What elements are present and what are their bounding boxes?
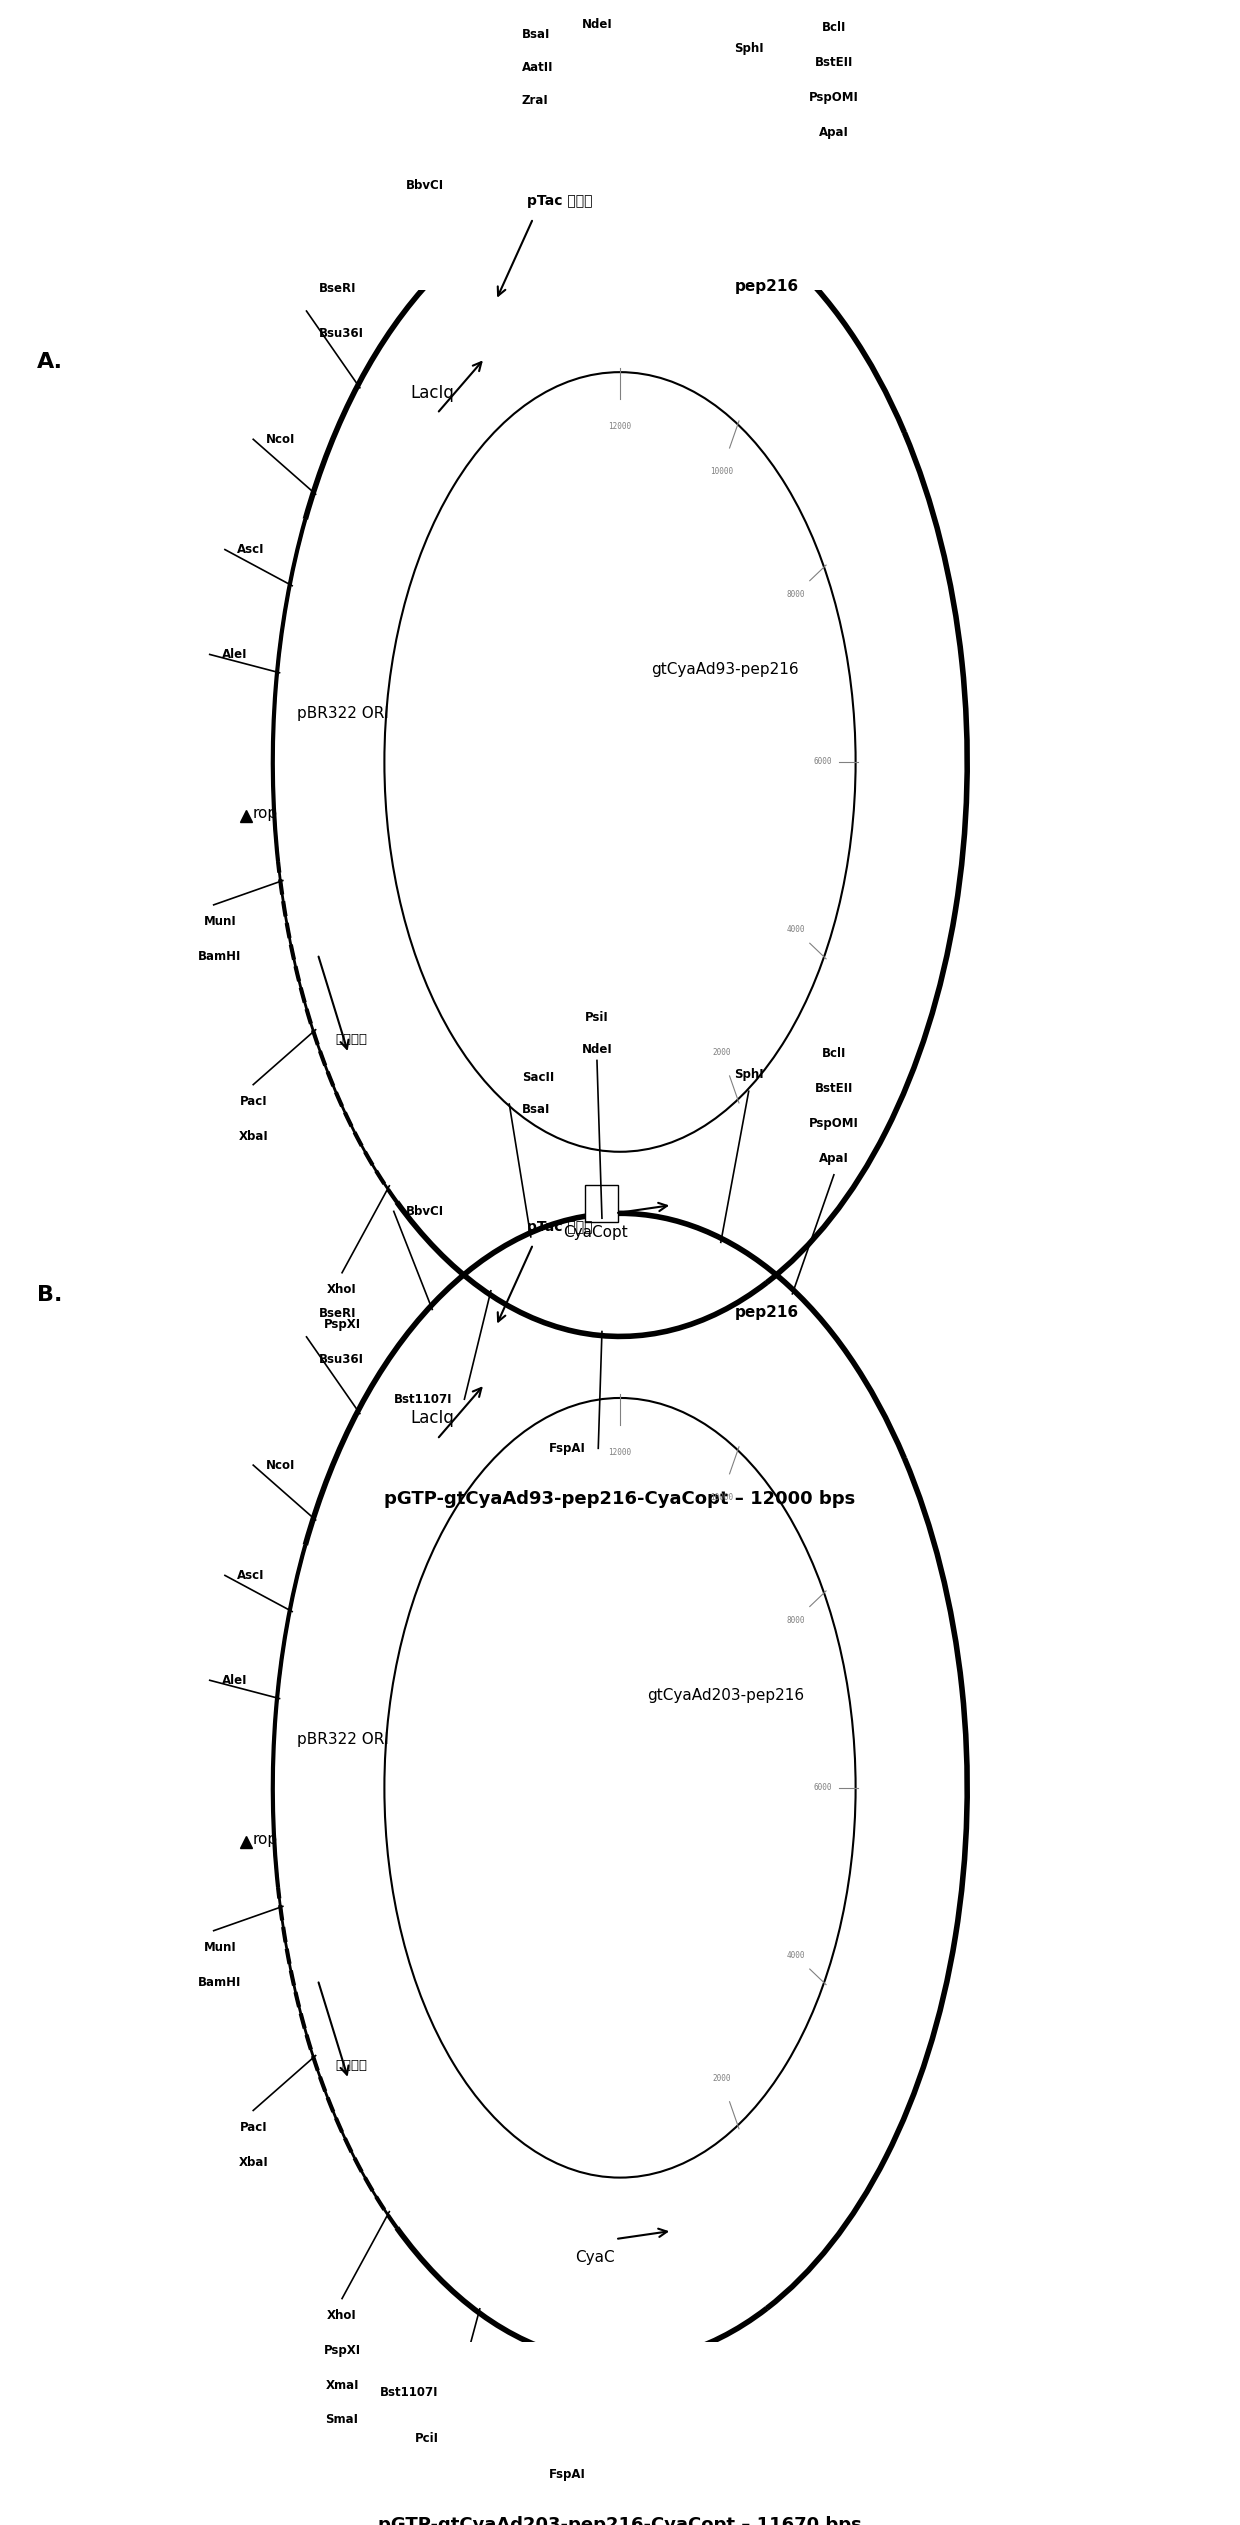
Text: 4000: 4000 (786, 1952, 805, 1959)
Text: Bsu36I: Bsu36I (319, 328, 363, 341)
Text: rop: rop (252, 1831, 278, 1846)
Text: XbaI: XbaI (238, 1129, 268, 1144)
Text: ApaI: ApaI (818, 126, 849, 139)
Text: gtCyaAd93-pep216: gtCyaAd93-pep216 (651, 662, 800, 677)
Text: MunI: MunI (203, 914, 237, 929)
Text: AatII: AatII (522, 61, 553, 73)
Text: A.: A. (37, 351, 63, 371)
Text: pTac 启动子: pTac 启动子 (527, 194, 593, 207)
Text: BsaI: BsaI (522, 28, 551, 40)
Text: 8000: 8000 (786, 1616, 805, 1624)
Bar (585, 1184, 618, 1222)
Text: CyaC: CyaC (575, 2250, 615, 2265)
Text: 卡那霞素: 卡那霞素 (335, 2060, 367, 2073)
Text: FspAI: FspAI (549, 1442, 585, 1454)
Text: BamHI: BamHI (198, 949, 242, 962)
Text: PciI: PciI (414, 2432, 439, 2444)
Text: 8000: 8000 (786, 591, 805, 598)
Text: SphI: SphI (734, 1068, 764, 1081)
Text: 6000: 6000 (813, 1783, 832, 1793)
Text: NcoI: NcoI (265, 1459, 295, 1472)
Text: 10000: 10000 (709, 1492, 733, 1502)
Text: gtCyaAd203-pep216: gtCyaAd203-pep216 (647, 1689, 804, 1702)
Text: BamHI: BamHI (198, 1977, 242, 1990)
Text: pep216: pep216 (734, 1305, 799, 1321)
Text: NdeI: NdeI (582, 18, 613, 30)
Text: 12000: 12000 (609, 1447, 631, 1457)
Text: PacI: PacI (239, 2121, 267, 2134)
Text: 2000: 2000 (712, 2073, 730, 2083)
Text: Bst1107I: Bst1107I (393, 1394, 453, 1406)
Text: SmaI: SmaI (326, 2414, 358, 2427)
Text: PspOMI: PspOMI (808, 1116, 859, 1129)
Text: Bst1107I: Bst1107I (381, 2386, 439, 2399)
Text: pGTP-gtCyaAd93-pep216-CyaCopt – 12000 bps: pGTP-gtCyaAd93-pep216-CyaCopt – 12000 bp… (384, 1490, 856, 1507)
Text: 2000: 2000 (712, 1048, 730, 1058)
Text: SphI: SphI (734, 43, 764, 56)
Text: PsiI: PsiI (585, 1010, 609, 1023)
Text: PspXI: PspXI (324, 2343, 361, 2356)
Text: NdeI: NdeI (582, 1043, 613, 1055)
Text: 卡那霞素: 卡那霞素 (335, 1033, 367, 1045)
Text: PspOMI: PspOMI (808, 91, 859, 104)
Text: BbvCI: BbvCI (407, 1204, 444, 1217)
Text: AscI: AscI (237, 543, 265, 556)
Text: NcoI: NcoI (265, 432, 295, 447)
Text: PspXI: PspXI (324, 1318, 361, 1331)
Text: pBR322 ORI: pBR322 ORI (296, 1732, 388, 1747)
Text: B.: B. (37, 1285, 62, 1305)
Text: pep216: pep216 (734, 280, 799, 295)
Text: pGTP-gtCyaAd203-pep216-CyaCopt – 11670 bps: pGTP-gtCyaAd203-pep216-CyaCopt – 11670 b… (378, 2515, 862, 2525)
Text: ZraI: ZraI (522, 93, 548, 106)
Text: 12000: 12000 (609, 422, 631, 432)
Text: XhoI: XhoI (327, 1283, 357, 1295)
Text: XhoI: XhoI (327, 2308, 357, 2323)
Text: pBR322 ORI: pBR322 ORI (296, 707, 388, 722)
Text: BclI: BclI (822, 1048, 846, 1060)
Text: BclI: BclI (822, 20, 846, 33)
Bar (585, 159, 618, 197)
Text: CyaCopt: CyaCopt (563, 1225, 627, 1240)
Text: BstEII: BstEII (815, 1081, 853, 1096)
Text: XmaI: XmaI (325, 2379, 358, 2391)
Text: XbaI: XbaI (238, 2156, 268, 2169)
Text: BbvCI: BbvCI (407, 179, 444, 192)
Text: LacIq: LacIq (410, 384, 455, 401)
Text: rop: rop (252, 805, 278, 821)
Text: BseRI: BseRI (319, 1308, 356, 1321)
Text: SacII: SacII (522, 1071, 554, 1083)
Text: AscI: AscI (237, 1568, 265, 1581)
Text: 4000: 4000 (786, 924, 805, 934)
Text: BstEII: BstEII (815, 56, 853, 68)
Text: BseRI: BseRI (319, 283, 356, 295)
Text: BsaI: BsaI (522, 1103, 551, 1116)
Text: ApaI: ApaI (818, 1151, 849, 1164)
Text: LacIq: LacIq (410, 1409, 455, 1427)
Text: FspAI: FspAI (549, 2467, 585, 2480)
Text: pTac 启动子: pTac 启动子 (527, 1220, 593, 1235)
Text: MunI: MunI (203, 1942, 237, 1954)
Text: Bsu36I: Bsu36I (319, 1353, 363, 1366)
Text: 6000: 6000 (813, 758, 832, 768)
Text: AleI: AleI (222, 1674, 248, 1687)
Text: AleI: AleI (222, 649, 248, 662)
Text: 10000: 10000 (709, 467, 733, 477)
Text: PacI: PacI (239, 1096, 267, 1108)
